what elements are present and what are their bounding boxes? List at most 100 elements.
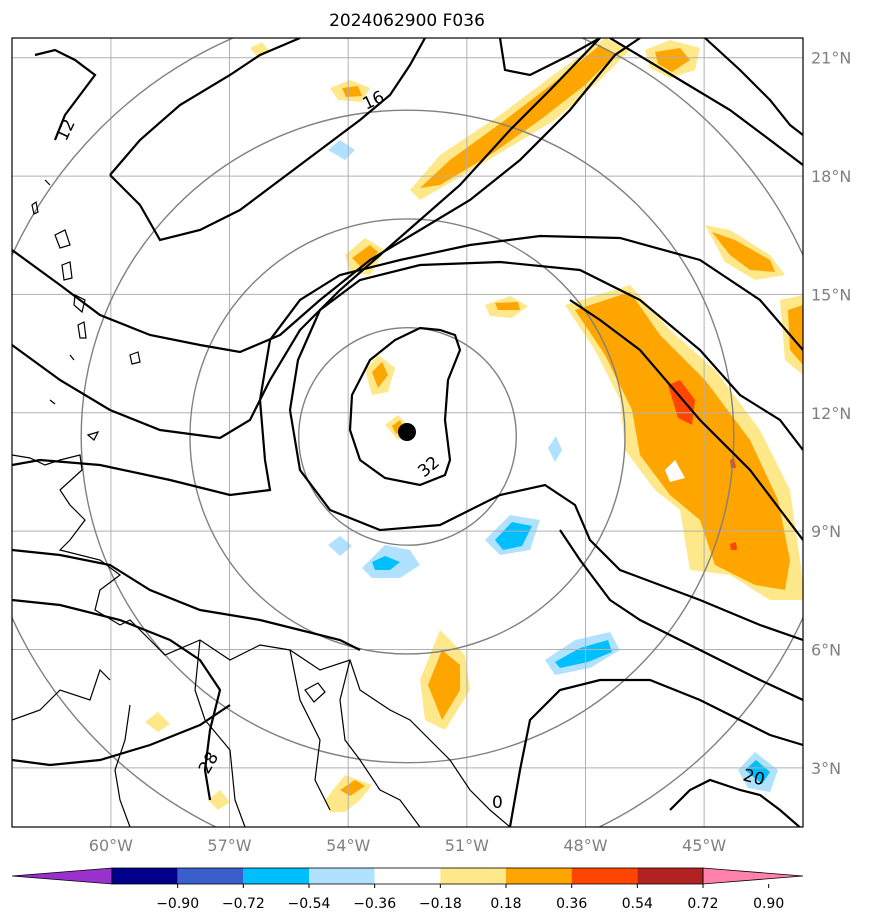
colorbar-tick-label: 0.36 <box>556 896 587 912</box>
lon-tick-label: 57°W <box>207 836 251 855</box>
lat-tick-label: 6°N <box>811 640 841 659</box>
contour-twelfth <box>559 529 803 701</box>
contour-fourth <box>569 299 803 541</box>
colorbar-tick-label: −0.90 <box>156 896 199 912</box>
lon-tick-label: 48°W <box>563 836 607 855</box>
lon-tick-label: 45°W <box>682 836 726 855</box>
positive-blob-edge-core <box>788 305 803 365</box>
contour-label-0: 0 <box>492 793 503 813</box>
positive-blob-c-core <box>495 302 520 310</box>
positive-blob-sw <box>145 712 170 732</box>
positive-blob-w-core <box>352 245 378 270</box>
lat-tick-label: 9°N <box>811 522 841 541</box>
coastline-inland-1 <box>114 704 131 827</box>
lat-tick-label: 18°N <box>811 167 851 186</box>
colorbar-segment <box>571 868 638 884</box>
contour-top-left-3 <box>109 38 426 242</box>
colorbar-tick-label: 0.90 <box>753 896 784 912</box>
island-10 <box>69 354 75 361</box>
map-frame <box>11 37 804 828</box>
positive-blob-core1-inner <box>372 362 388 388</box>
colorbar-tick-label: −0.36 <box>353 896 396 912</box>
contour-second <box>288 260 803 642</box>
lon-tick-label: 60°W <box>89 836 133 855</box>
contour-top-mid <box>498 38 601 77</box>
colorbar-tick-label: 0.18 <box>490 896 521 912</box>
colorbar-segment <box>177 868 244 884</box>
colorbar-segment <box>243 868 309 884</box>
range-rings <box>12 38 803 827</box>
colorbar-extend-low <box>11 867 113 885</box>
coastline-inland-2 <box>194 639 246 827</box>
positive-blob-far-e-core <box>712 232 775 272</box>
colorbar-tick-label: −0.54 <box>288 896 331 912</box>
contour-sixth <box>12 38 601 440</box>
colorbar-tick-label: −0.72 <box>222 896 265 912</box>
lat-tick-label: 12°N <box>811 404 851 423</box>
contour-inner-loop <box>348 326 462 487</box>
positive-blob-s-core <box>428 650 460 720</box>
contours <box>12 38 803 827</box>
lon-tick-label: 54°W <box>326 836 370 855</box>
positive-band-north-core <box>420 45 615 188</box>
contour-tenth <box>669 778 802 827</box>
colorbar-tick-label: −0.18 <box>419 896 462 912</box>
island-9 <box>31 200 39 215</box>
range-ring-0 <box>298 326 517 546</box>
lat-tick-label: 15°N <box>811 285 851 304</box>
island-8 <box>86 431 100 441</box>
coastlines <box>12 179 511 827</box>
chart-title: 2024062900 F036 <box>329 11 485 31</box>
colorbar: −0.90 −0.72 −0.54 −0.36 −0.18 0.18 0.36 0.54 0.7… <box>11 867 804 912</box>
lat-tick-label: 21°N <box>811 49 851 68</box>
colorbar-extend-high <box>702 867 804 885</box>
lat-tick-label: 3°N <box>811 759 841 778</box>
coastline-south-america <box>12 454 511 827</box>
negative-blob-4 <box>328 536 352 556</box>
colorbar-segment <box>309 868 375 884</box>
colorbar-segment <box>374 868 441 884</box>
colorbar-tick-label: 0.72 <box>687 896 718 912</box>
contour-top-right <box>609 38 803 166</box>
colorbar-tick-label: 0.54 <box>622 896 653 912</box>
negative-blob-5-core <box>555 640 612 668</box>
island-1 <box>304 682 326 703</box>
longitude-tick-labels: 60°W 57°W 54°W 51°W 48°W 45°W <box>89 836 727 855</box>
positive-blob-s2-core <box>340 780 365 796</box>
contour-fifth <box>12 38 641 354</box>
island-3 <box>54 229 71 249</box>
contour-top-right-2 <box>704 38 803 136</box>
colorbar-segment <box>637 868 703 884</box>
hole-white <box>665 460 685 482</box>
positive-band-east-max3 <box>730 542 737 550</box>
island-7 <box>129 351 141 365</box>
range-ring-2 <box>80 109 735 764</box>
colorbar-segment <box>506 868 572 884</box>
map-panel <box>12 38 803 827</box>
island-6 <box>77 321 87 339</box>
positive-blob-ne-core <box>655 48 690 72</box>
island-4 <box>61 261 73 281</box>
contour-eleventh <box>508 678 803 827</box>
positive-band-east-core <box>575 292 790 590</box>
contour-ninth <box>12 704 231 767</box>
positive-blob-sw2 <box>208 790 230 810</box>
coastline-inland-4 <box>339 659 421 827</box>
negative-blob-2-core <box>495 522 532 550</box>
lon-tick-label: 51°W <box>445 836 489 855</box>
range-ring-1 <box>189 218 626 655</box>
latitude-tick-labels: 3°N 6°N 9°N 12°N 15°N 18°N 21°N <box>811 49 851 778</box>
contour-seventh <box>12 548 361 651</box>
negative-blob-7-core <box>745 760 770 784</box>
island-5 <box>73 294 86 314</box>
negative-blob-3-core <box>372 556 400 570</box>
contour-top-left-2 <box>109 38 301 176</box>
coastline-inland-3 <box>289 649 331 811</box>
shaded-field <box>145 38 803 812</box>
contour-eighth <box>12 598 222 801</box>
contour-third <box>12 234 803 497</box>
storm-center-marker <box>398 423 416 441</box>
colorbar-segment <box>440 868 506 884</box>
island-11 <box>49 399 56 405</box>
